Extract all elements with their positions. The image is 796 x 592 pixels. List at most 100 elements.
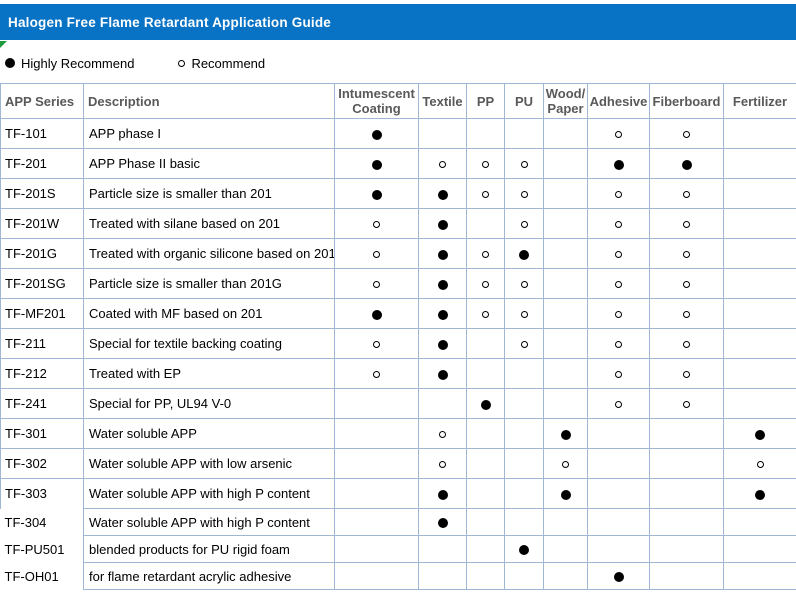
mark-cell [544,209,588,239]
open-circle-icon [615,341,622,348]
mark-cell [724,239,796,269]
mark-cell [650,269,724,299]
mark-cell [505,239,544,269]
mark-cell [724,563,796,590]
mark-cell [419,509,467,536]
open-circle-icon [615,401,622,408]
filled-circle-icon [481,400,491,410]
open-circle-icon [439,161,446,168]
mark-cell [505,359,544,389]
mark-cell [335,119,419,149]
description-cell: blended products for PU rigid foam [84,536,335,563]
green-corner-marker-icon [0,41,7,48]
mark-cell [544,359,588,389]
mark-cell [650,359,724,389]
mark-cell [335,269,419,299]
mark-cell [588,119,650,149]
description-cell: APP phase I [84,119,335,149]
mark-cell [650,299,724,329]
series-cell: TF-301 [1,419,84,449]
filled-circle-icon [755,490,765,500]
mark-cell [724,389,796,419]
mark-cell [588,179,650,209]
open-circle-icon [482,191,489,198]
mark-cell [419,179,467,209]
mark-cell [419,536,467,563]
mark-cell [544,563,588,590]
header-row: APP Series Description Intumescent Coati… [1,84,796,119]
mark-cell [544,329,588,359]
mark-cell [544,149,588,179]
mark-cell [588,269,650,299]
mark-cell [588,149,650,179]
filled-circle-icon [614,160,624,170]
mark-cell [544,419,588,449]
description-cell: Water soluble APP with high P content [84,509,335,536]
open-circle-icon [615,311,622,318]
filled-circle-icon [561,490,571,500]
open-circle-icon [683,371,690,378]
open-circle-icon [521,341,528,348]
open-circle-icon [178,60,185,67]
filled-circle-icon [438,220,448,230]
mark-cell [650,209,724,239]
mark-cell [505,449,544,479]
series-cell: TF-101 [1,119,84,149]
mark-cell [335,509,419,536]
series-cell: TF-OH01 [1,563,84,590]
open-circle-icon [562,461,569,468]
legend-item-highly-recommend: Highly Recommend [5,56,134,71]
filled-circle-icon [519,250,529,260]
filled-circle-icon [519,545,529,555]
column-header-adhesive: Adhesive [588,84,650,119]
filled-circle-icon [438,190,448,200]
mark-cell [419,479,467,509]
mark-cell [544,536,588,563]
mark-cell [467,479,505,509]
mark-cell [467,179,505,209]
open-circle-icon [373,281,380,288]
mark-cell [544,509,588,536]
mark-cell [588,389,650,419]
open-circle-icon [683,341,690,348]
series-cell: TF-303 [1,479,84,509]
mark-cell [335,449,419,479]
mark-cell [505,419,544,449]
mark-cell [650,509,724,536]
description-cell: Treated with silane based on 201 [84,209,335,239]
mark-cell [724,479,796,509]
page-title: Halogen Free Flame Retardant Application… [8,15,331,30]
mark-cell [467,536,505,563]
column-header-textile: Textile [419,84,467,119]
mark-cell [467,509,505,536]
mark-cell [335,209,419,239]
open-circle-icon [757,461,764,468]
open-circle-icon [439,431,446,438]
mark-cell [588,536,650,563]
open-circle-icon [521,191,528,198]
filled-circle-icon [372,310,382,320]
mark-cell [335,179,419,209]
mark-cell [505,149,544,179]
open-circle-icon [683,281,690,288]
open-circle-icon [683,191,690,198]
filled-circle-icon [438,518,448,528]
mark-cell [724,149,796,179]
mark-cell [335,389,419,419]
mark-cell [505,299,544,329]
series-cell: TF-302 [1,449,84,479]
mark-cell [650,179,724,209]
filled-circle-icon [438,250,448,260]
open-circle-icon [439,461,446,468]
series-cell: TF-304 [1,509,84,536]
mark-cell [650,536,724,563]
filled-circle-icon [372,160,382,170]
open-circle-icon [482,311,489,318]
filled-circle-icon [438,340,448,350]
